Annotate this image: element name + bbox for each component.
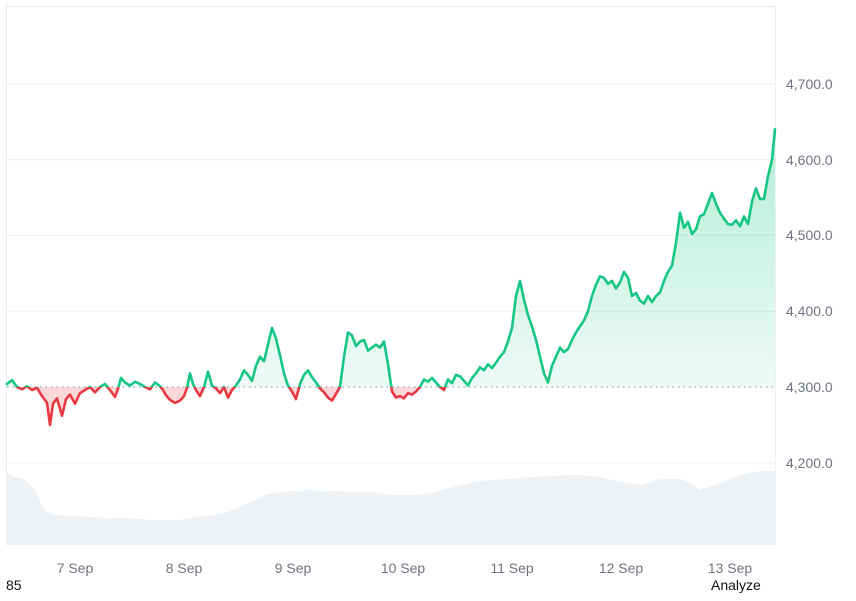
price-line-above (5, 128, 777, 387)
price-line-below (15, 387, 447, 427)
footer-count-text: 85 (6, 577, 22, 593)
y-tick-label: 4,700.0 (786, 75, 833, 92)
x-tick-label: 9 Sep (274, 560, 312, 576)
chart-plot-area[interactable] (6, 6, 776, 545)
y-tick-label: 4,200.0 (786, 454, 833, 471)
analyze-link[interactable]: Analyze (711, 577, 761, 593)
x-tick-label: 10 Sep (380, 560, 426, 576)
x-tick-label: 11 Sep (490, 560, 534, 576)
x-tick-label: 12 Sep (598, 560, 644, 576)
x-tick-label: 13 Sep (707, 560, 753, 576)
y-tick-label: 4,500.0 (786, 227, 833, 244)
y-tick-label: 4,300.0 (786, 379, 833, 395)
y-tick-label: 4,400.0 (786, 303, 833, 320)
x-tick-label: 8 Sep (165, 560, 203, 576)
y-tick-label: 4,600.0 (786, 151, 833, 168)
grid-lines (7, 83, 776, 464)
x-tick-label: 7 Sep (56, 560, 94, 576)
volume-area (7, 471, 775, 545)
